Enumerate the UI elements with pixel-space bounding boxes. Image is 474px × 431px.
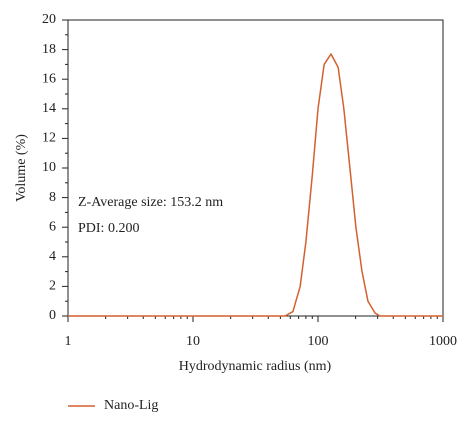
y-tick-label: 2 xyxy=(49,279,56,294)
y-tick-label: 20 xyxy=(42,12,56,27)
y-tick-label: 10 xyxy=(42,160,56,175)
data-line xyxy=(68,53,443,317)
y-tick-label: 18 xyxy=(42,42,56,57)
x-tick-label: 1 xyxy=(65,334,72,349)
y-axis-label: Volume (%) xyxy=(14,134,29,202)
x-axis-label: Hydrodynamic radius (nm) xyxy=(179,359,332,374)
annotation: PDI: 0.200 xyxy=(78,221,139,236)
y-tick-label: 6 xyxy=(49,219,56,234)
y-tick-label: 16 xyxy=(42,71,56,86)
y-tick-label: 4 xyxy=(49,249,56,264)
annotation: Z-Average size: 153.2 nm xyxy=(78,195,223,210)
x-tick-label: 100 xyxy=(308,334,329,349)
y-tick-label: 14 xyxy=(42,101,56,116)
x-tick-label: 1000 xyxy=(429,334,457,349)
x-tick-label: 10 xyxy=(186,334,200,349)
plot-frame xyxy=(67,19,444,317)
y-tick-label: 12 xyxy=(42,131,56,146)
y-tick-label: 8 xyxy=(49,190,56,205)
legend-label: Nano-Lig xyxy=(104,398,158,413)
y-tick-label: 0 xyxy=(49,308,56,323)
